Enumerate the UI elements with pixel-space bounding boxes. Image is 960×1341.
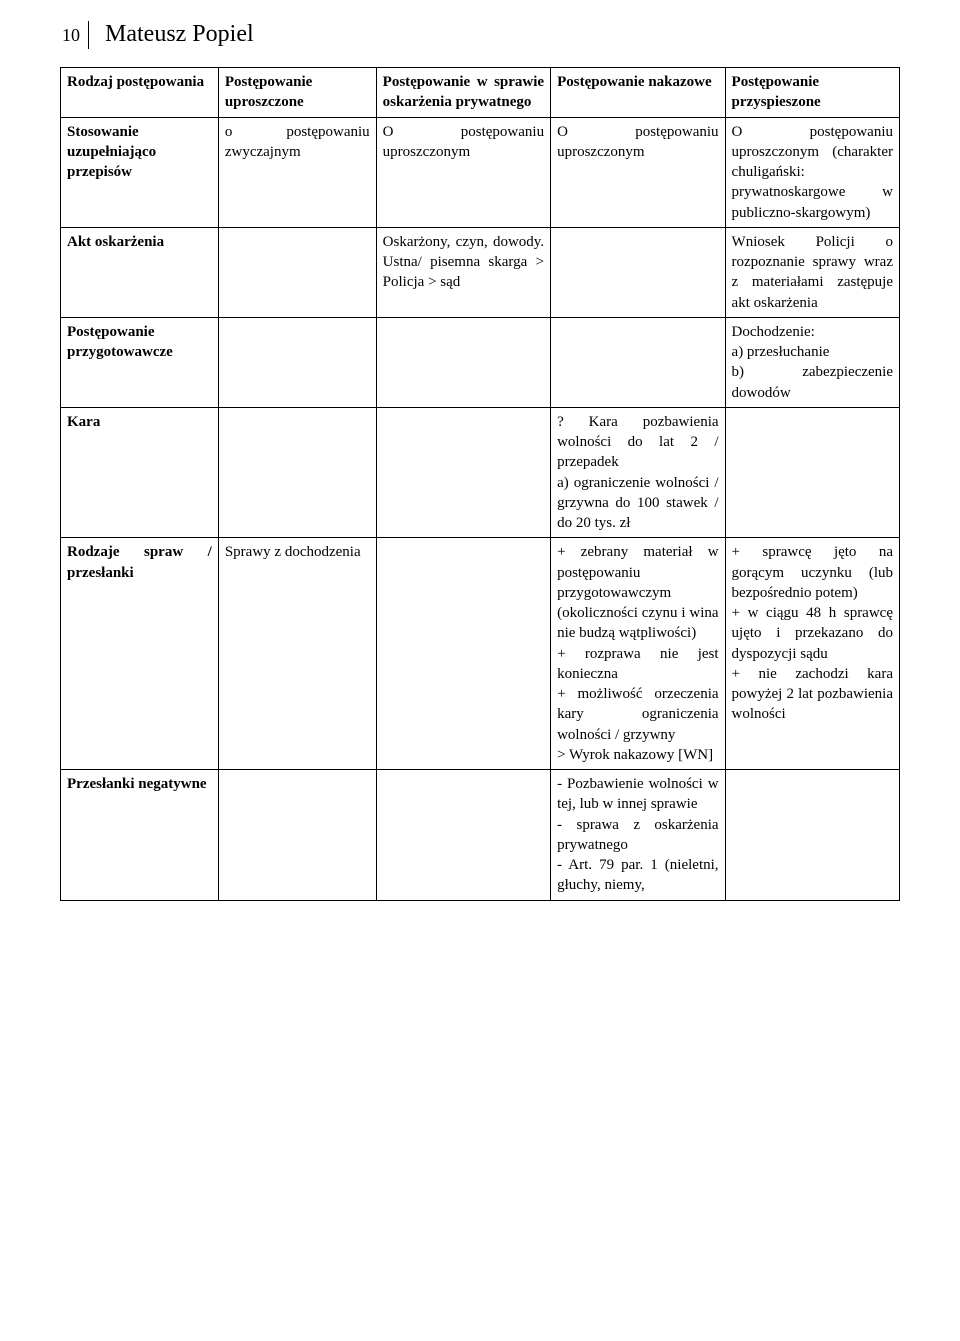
page-header: 10 Mateusz Popiel xyxy=(60,20,900,49)
row-label: Rodzaje spraw / przesłanki xyxy=(61,538,219,770)
table-cell xyxy=(218,317,376,407)
header-cell: Postępowanie uproszczone xyxy=(218,68,376,118)
table-row: Kara ? Kara pozbawienia wolności do lat … xyxy=(61,407,900,538)
table-cell: Sprawy z dochodzenia xyxy=(218,538,376,770)
table-cell: - Pozbawienie wolności w tej, lub w inne… xyxy=(551,770,725,901)
row-label: Stosowanie uzupełniająco przepisów xyxy=(61,117,219,227)
table-cell xyxy=(376,407,550,538)
author-name: Mateusz Popiel xyxy=(99,20,254,48)
table-cell xyxy=(725,770,899,901)
row-label: Przesłanki negatywne xyxy=(61,770,219,901)
table-cell xyxy=(218,407,376,538)
table-cell xyxy=(551,317,725,407)
table-cell: + sprawcę jęto na gorącym uczynku (lub b… xyxy=(725,538,899,770)
table-cell xyxy=(218,227,376,317)
header-cell: Postępowanie nakazowe xyxy=(551,68,725,118)
table-cell: + zebrany materiał w postępowaniu przygo… xyxy=(551,538,725,770)
header-cell: Postępowanie przyspieszone xyxy=(725,68,899,118)
table-cell: O postępowaniu uproszczonym xyxy=(551,117,725,227)
table-cell xyxy=(551,227,725,317)
header-cell: Postępowanie w sprawie oskarżenia prywat… xyxy=(376,68,550,118)
table-cell: ? Kara pozbawienia wolności do lat 2 / p… xyxy=(551,407,725,538)
table-cell: o postępowaniu zwyczajnym xyxy=(218,117,376,227)
table-cell: O postępowaniu uproszczonym xyxy=(376,117,550,227)
table-cell xyxy=(376,770,550,901)
table-row: Stosowanie uzupełniająco przepisów o pos… xyxy=(61,117,900,227)
row-label: Akt oskarżenia xyxy=(61,227,219,317)
table-cell: Wniosek Policji o rozpoznanie sprawy wra… xyxy=(725,227,899,317)
table-cell: Oskarżony, czyn, dowody. Ustna/ pisemna … xyxy=(376,227,550,317)
header-cell: Rodzaj postępowania xyxy=(61,68,219,118)
row-label: Postępowanie przygotowawcze xyxy=(61,317,219,407)
table-row: Akt oskarżenia Oskarżony, czyn, dowody. … xyxy=(61,227,900,317)
table-cell xyxy=(376,538,550,770)
table-cell: O postępowaniu uproszczonym (charakter c… xyxy=(725,117,899,227)
table-header-row: Rodzaj postępowania Postępowanie uproszc… xyxy=(61,68,900,118)
table-row: Postępowanie przygotowawcze Dochodzenie:… xyxy=(61,317,900,407)
table-cell xyxy=(725,407,899,538)
page-number: 10 xyxy=(62,21,89,49)
table-row: Rodzaje spraw / przesłanki Sprawy z doch… xyxy=(61,538,900,770)
comparison-table: Rodzaj postępowania Postępowanie uproszc… xyxy=(60,67,900,901)
table-cell xyxy=(218,770,376,901)
table-cell: Dochodzenie:a) przesłuchanieb) zabezpiec… xyxy=(725,317,899,407)
table-row: Przesłanki negatywne - Pozbawienie wolno… xyxy=(61,770,900,901)
row-label: Kara xyxy=(61,407,219,538)
table-cell xyxy=(376,317,550,407)
